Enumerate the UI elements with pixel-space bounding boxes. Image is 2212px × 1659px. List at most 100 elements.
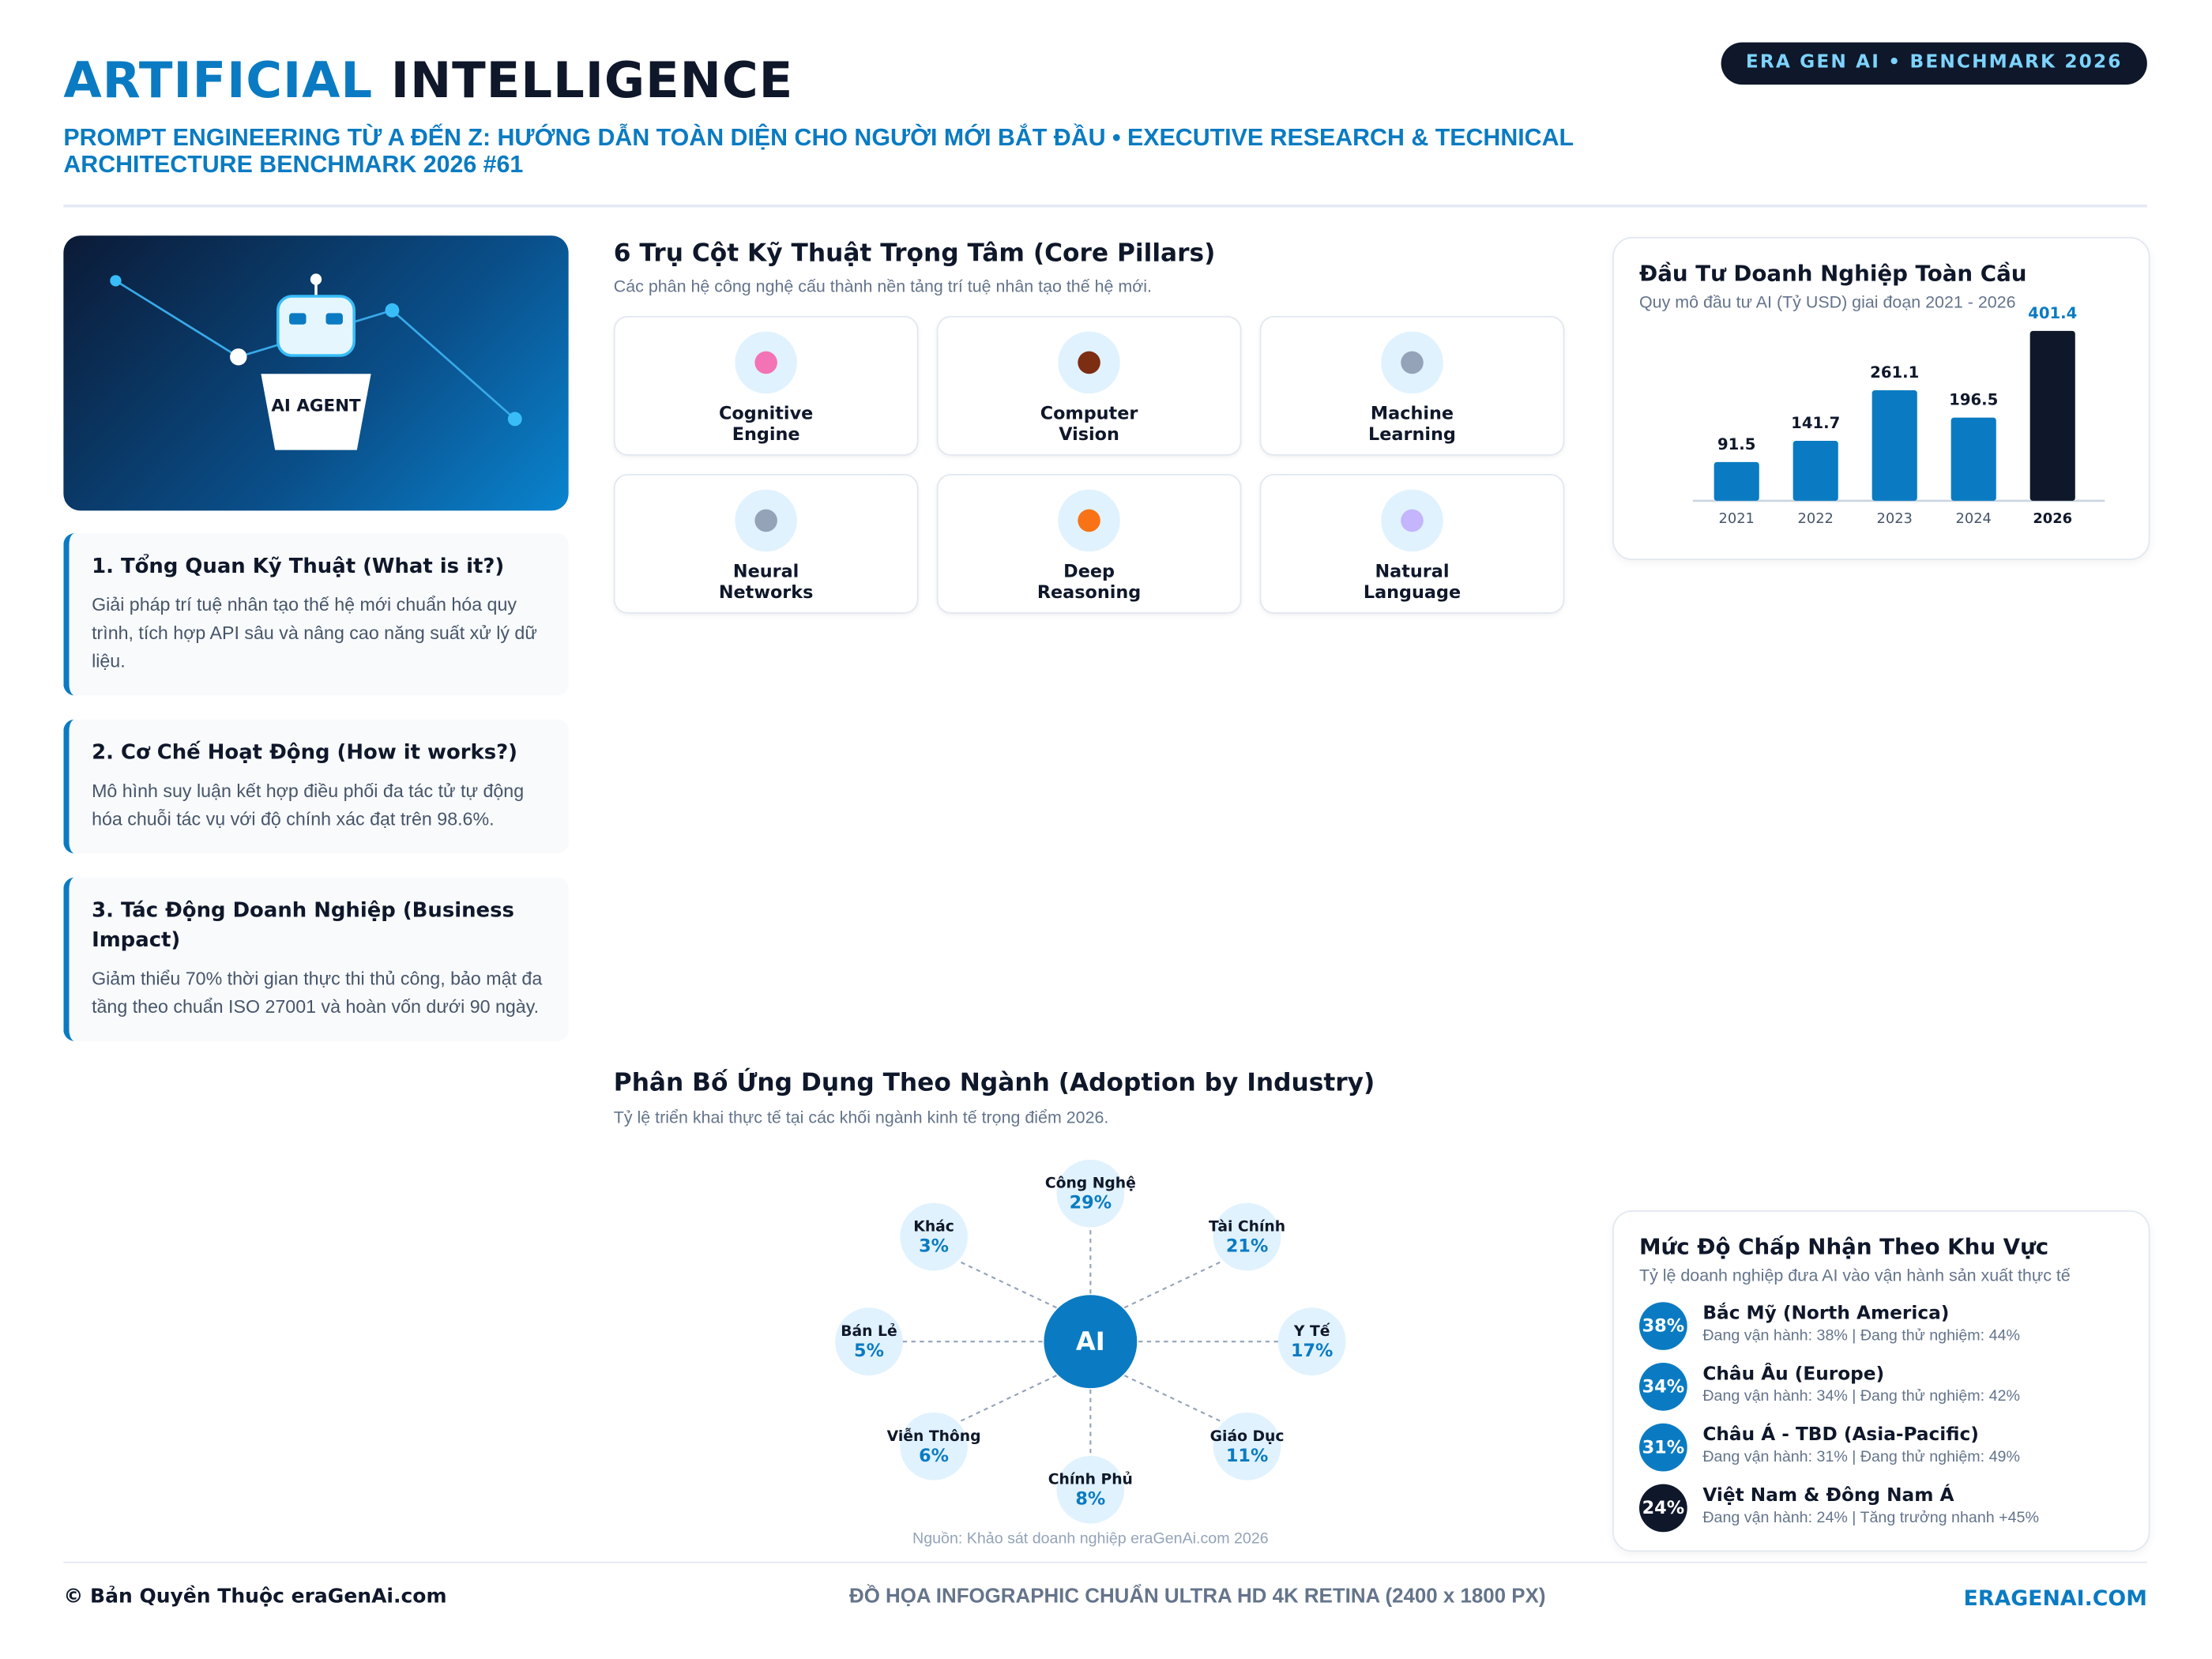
pillar-card: Natural Language <box>1259 473 1565 614</box>
hero-label: AI AGENT <box>271 396 361 416</box>
region-name: Châu Á - TBD (Asia-Pacific) <box>1702 1424 1979 1446</box>
bar <box>2030 330 2075 501</box>
region-name: Việt Nam & Đông Nam Á <box>1702 1485 1954 1507</box>
value-label: 141.7 <box>1791 414 1840 432</box>
main-title: ARTIFICIAL INTELLIGENCE <box>63 54 793 110</box>
pillar-card: Machine Learning <box>1259 315 1565 456</box>
industry-node <box>1056 1455 1125 1524</box>
pillar-card: Neural Networks <box>613 473 919 614</box>
pillar-grid: Cognitive Engine Computer Vision Machine L… <box>613 315 1567 614</box>
industry-value: 8% <box>1075 1489 1105 1510</box>
badge: ERA GEN AI • BENCHMARK 2026 <box>1721 42 2147 85</box>
industry-name: Bán Lẻ <box>841 1322 897 1340</box>
industry-node <box>835 1307 903 1376</box>
industry-name: Tài Chính <box>1209 1219 1285 1236</box>
region-card: Mức Độ Chấp Nhận Theo Khu Vực Tỷ lệ doan… <box>1612 1210 2150 1552</box>
section-title: 3. Tác Động Doanh Nghiệp (Business Impac… <box>92 900 514 953</box>
industry-value: 21% <box>1226 1236 1268 1257</box>
industry-value: 3% <box>919 1236 949 1257</box>
pillars-subtitle: Các phân hệ công nghệ cấu thành nền tảng… <box>613 276 1153 296</box>
pillar-icon <box>1381 489 1443 552</box>
investment-card: Đầu Tư Doanh Nghiệp Toàn Cầu Quy mô đầu … <box>1612 236 2150 560</box>
node <box>230 348 247 366</box>
spoke <box>1123 1259 1224 1309</box>
pillar-icon <box>1058 331 1120 394</box>
region-badge: 31% <box>1638 1423 1687 1472</box>
node <box>507 412 522 427</box>
industry-name: Y Tế <box>1293 1322 1330 1340</box>
value-label: 196.5 <box>1949 391 1998 409</box>
region-badge: 38% <box>1638 1302 1687 1350</box>
antenna-tip <box>310 273 322 285</box>
region-item: 38% Bắc Mỹ (North America) Đang vận hành: … <box>1638 1302 2133 1352</box>
region-detail: Đang vận hành: 24% | Tăng trưởng nhanh +… <box>1702 1509 2039 1527</box>
footer-copyright: © Bản Quyền Thuộc eraGenAi.com <box>63 1586 447 1608</box>
section-body: Mô hình suy luận kết hợp điều phối đa tá… <box>92 780 525 830</box>
bar <box>1951 417 1996 501</box>
icon-glyph <box>754 351 777 374</box>
pillar-label: Computer Vision <box>1040 401 1138 445</box>
footer-site[interactable]: ERAGENAI.COM <box>1963 1586 2147 1612</box>
region-detail: Đang vận hành: 34% | Đang thử nghiệm: 42… <box>1702 1388 2020 1405</box>
radial-title: Phân Bố Ứng Dụng Theo Ngành (Adoption by… <box>613 1069 1375 1098</box>
industry-value: 11% <box>1226 1446 1268 1466</box>
robot-body <box>261 374 371 450</box>
industry-value: 17% <box>1291 1341 1333 1361</box>
x-tick-label: 2022 <box>1798 510 1834 527</box>
robot-eye <box>289 313 307 325</box>
robot-head <box>276 295 356 357</box>
x-tick-label: 2026 <box>2033 510 2072 527</box>
region-item: 24% Việt Nam & Đông Nam Á Đang vận hành: 2… <box>1638 1484 2133 1535</box>
industry-name: Chính Phủ <box>1048 1471 1133 1488</box>
x-tick-label: 2021 <box>1719 510 1755 527</box>
icon-glyph <box>1078 509 1100 532</box>
hub <box>1044 1295 1138 1389</box>
bar <box>1714 461 1759 501</box>
radial-subtitle: Tỷ lệ triển khai thực tế tại các khối ng… <box>613 1107 1109 1127</box>
spoke <box>957 1259 1057 1309</box>
section-card: 2. Cơ Chế Hoạt Động (How it works?) Mô hì… <box>63 719 569 854</box>
industry-value: 5% <box>854 1341 884 1361</box>
industry-name: Công Nghệ <box>1045 1176 1136 1192</box>
pillar-icon <box>735 489 797 552</box>
title-main: INTELLIGENCE <box>390 53 794 111</box>
industry-name: Giáo Dục <box>1210 1428 1285 1445</box>
footer-divider <box>63 1561 2147 1563</box>
industry-name: Khác <box>913 1219 954 1236</box>
x-tick-label: 2023 <box>1877 510 1913 527</box>
pillar-label: Natural Language <box>1363 559 1462 603</box>
divider <box>63 204 2147 208</box>
footer-note: ĐỒ HỌA INFOGRAPHIC CHUẨN ULTRA HD 4K RET… <box>848 1586 1546 1608</box>
region-name: Châu Âu (Europe) <box>1702 1364 1885 1386</box>
icon-glyph <box>1078 351 1100 374</box>
region-badge: 34% <box>1638 1362 1687 1411</box>
icon-glyph <box>754 509 777 532</box>
pillar-card: Computer Vision <box>936 315 1242 456</box>
industry-node <box>1213 1202 1281 1271</box>
hub-label: AI <box>1076 1326 1105 1356</box>
spoke <box>957 1375 1057 1424</box>
industry-value: 29% <box>1070 1193 1112 1213</box>
icon-glyph <box>1401 351 1424 374</box>
pillar-label: Neural Networks <box>718 559 814 603</box>
sections: 1. Tổng Quan Kỹ Thuật (What is it?) Giải … <box>63 532 569 1065</box>
industry-node <box>1277 1307 1346 1376</box>
bar-chart: 91.5 2021 141.7 2022 261.1 2023 196.5 2024 401.4… <box>1692 304 2105 527</box>
source-note: Nguồn: Khảo sát doanh nghiệp eraGenAi.co… <box>912 1529 1269 1547</box>
pillar-label: Machine Learning <box>1368 401 1456 445</box>
pillar-icon <box>1381 331 1443 394</box>
pillar-icon <box>735 331 797 394</box>
hero: AI AGENT <box>63 235 569 511</box>
bar <box>1872 390 1917 501</box>
bar <box>1793 441 1838 501</box>
chart-title: Đầu Tư Doanh Nghiệp Toàn Cầu <box>1638 261 2027 287</box>
pillar-icon <box>1058 489 1120 552</box>
pillar-label: Deep Reasoning <box>1036 559 1142 603</box>
region-detail: Đang vận hành: 31% | Đang thử nghiệm: 49… <box>1702 1448 2020 1466</box>
region-item: 31% Châu Á - TBD (Asia-Pacific) Đang vận h… <box>1638 1423 2133 1474</box>
title-accent: ARTIFICIAL <box>63 53 374 111</box>
